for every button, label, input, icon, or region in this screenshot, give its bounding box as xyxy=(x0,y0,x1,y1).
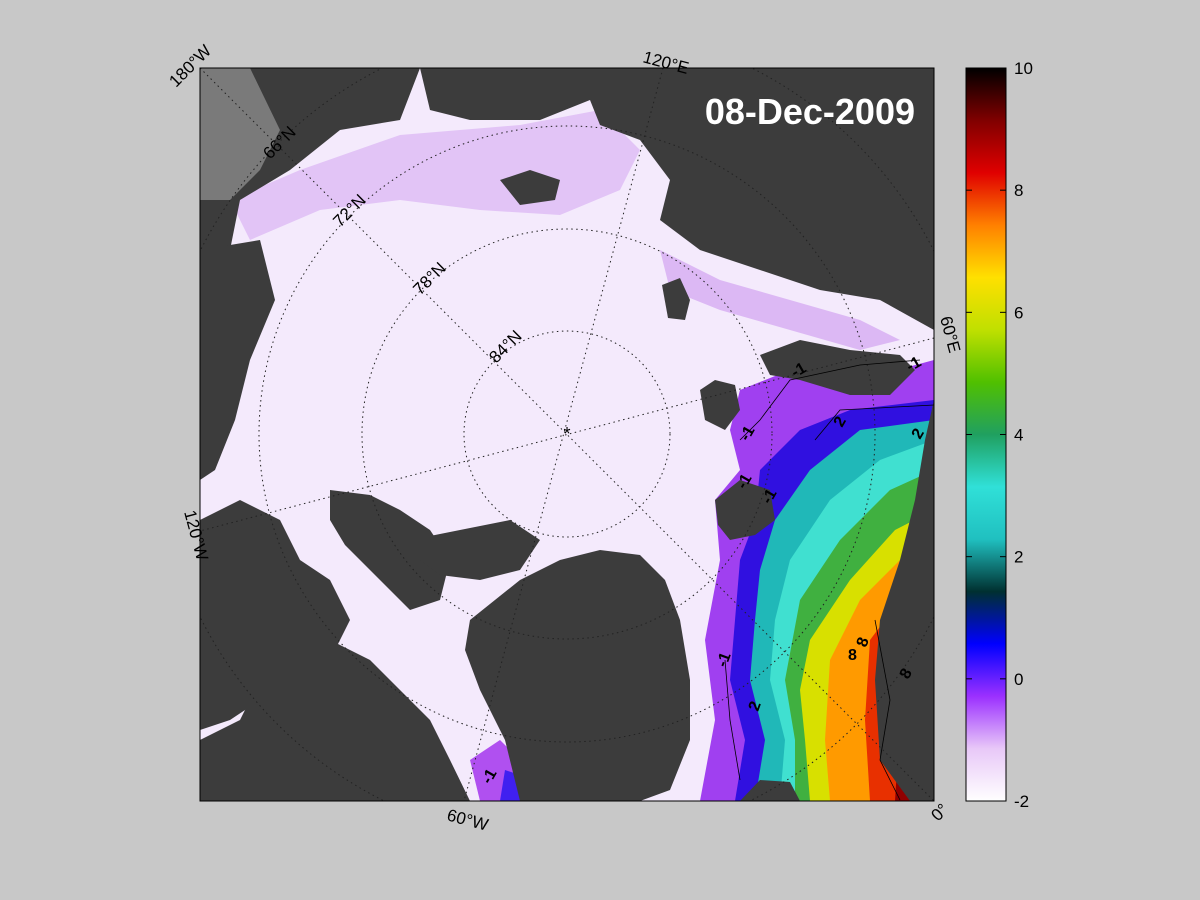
land-new-siberian xyxy=(500,170,560,205)
contour-label: -1 xyxy=(714,650,735,669)
land-severnaya-zemlya xyxy=(662,278,690,320)
colorbar: 10 8 6 4 2 0 -2 xyxy=(965,59,1033,811)
colorbar-tick-label: 8 xyxy=(1014,181,1023,200)
latitude-circle-84 xyxy=(463,330,671,538)
longitude-label-60e: 60°E xyxy=(936,314,964,355)
colorbar-tick-label: 0 xyxy=(1014,670,1023,689)
land-canada-west xyxy=(200,240,275,480)
graticule xyxy=(200,68,934,801)
land-svalbard xyxy=(715,480,775,540)
land-east-siberia xyxy=(420,68,934,330)
land-iceland xyxy=(740,780,800,801)
map-panel: * -1 -1 -1 -1 -1 -1 -1 2 2 2 8 8 8 66°N xyxy=(200,68,934,801)
land-canadian-archipelago xyxy=(200,500,350,730)
longitude-label-0: 0° xyxy=(927,800,952,825)
latitude-circle-78 xyxy=(361,228,773,640)
land-greenland xyxy=(465,550,690,801)
ice-edge-purple-siberia xyxy=(230,110,640,240)
contour-line-minus1-west xyxy=(724,659,741,781)
colorbar-tick-label: 6 xyxy=(1014,303,1023,322)
colorbar-gradient xyxy=(965,67,1007,802)
contour-lines xyxy=(724,359,934,801)
meridian-60e-120w xyxy=(200,337,934,532)
colorbar-tick-label: 2 xyxy=(1014,548,1023,567)
contour-line-minus1 xyxy=(739,359,921,441)
land-devon xyxy=(410,520,540,580)
latitude-circle-72 xyxy=(258,125,876,743)
longitude-label-60w: 60°W xyxy=(445,806,490,835)
land-shelf-alaska xyxy=(200,68,280,200)
colorbar-tick-label: 10 xyxy=(1014,59,1033,78)
land-novaya-zemlya xyxy=(760,340,915,395)
date-label: 08-Dec-2009 xyxy=(705,91,915,132)
land-baffin-region xyxy=(200,640,470,801)
colorbar-ticks: 10 8 6 4 2 0 -2 xyxy=(966,59,1033,811)
map-frame xyxy=(199,67,935,802)
land-masses xyxy=(200,68,934,801)
land-ellesmere xyxy=(330,490,450,610)
contour-line-2 xyxy=(814,404,934,441)
ice-edge-purple-kara xyxy=(660,250,900,350)
land-franz-josef xyxy=(700,380,740,430)
colorbar-tick-label: 4 xyxy=(1014,426,1023,445)
contour-label: 8 xyxy=(848,647,857,664)
colorbar-tick-label: -2 xyxy=(1014,792,1029,811)
north-pole-marker: * xyxy=(563,424,570,444)
contour-line-8 xyxy=(874,619,901,801)
